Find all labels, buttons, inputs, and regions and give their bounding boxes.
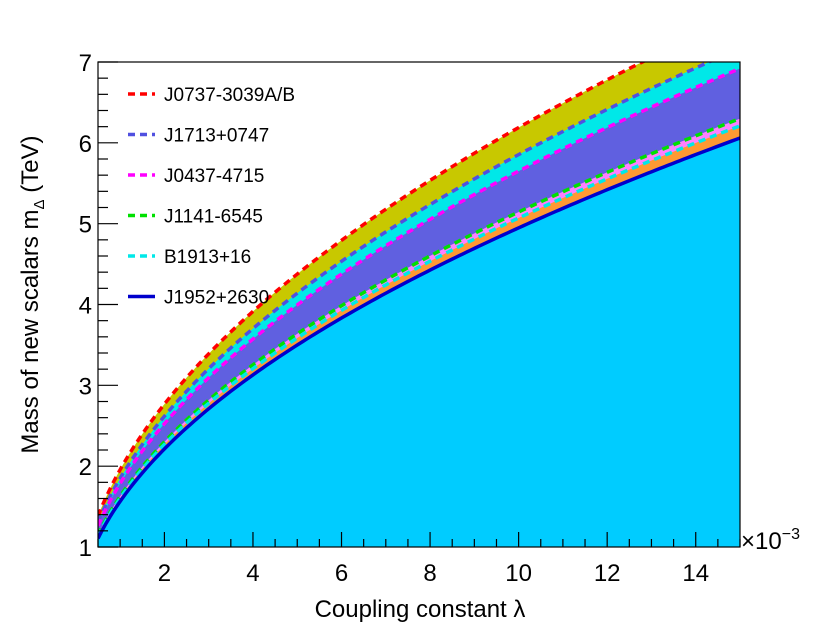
legend-label-j1141-6545: J1141-6545 <box>164 207 263 228</box>
legend: J0737-3039A/B J1713+0747 J0437-4715 J1141-6… <box>128 85 295 309</box>
series-curves <box>98 62 740 540</box>
x-tick-label: 10 <box>505 560 532 587</box>
y-tick-label: 6 <box>79 131 92 158</box>
series-line-j0437-4715 <box>98 66 740 527</box>
band-fills <box>98 62 740 547</box>
series-line-j1952-2630 <box>98 136 740 540</box>
y-axis-title: Mass of new scalars mΔ (TeV) <box>17 135 48 453</box>
x-tick-label: 4 <box>246 560 259 587</box>
y-axis-title-unit: (TeV) <box>17 135 44 199</box>
x-tick-label: 12 <box>594 560 621 587</box>
y-tick-label: 2 <box>79 454 92 481</box>
x-tick-label: 6 <box>335 560 348 587</box>
axis-ticks <box>97 61 741 548</box>
x-tick-label: 14 <box>682 560 709 587</box>
y-tick-label: 7 <box>79 50 92 77</box>
x-multiplier-exponent: −3 <box>782 526 800 543</box>
series-line-j0737-3039a-b <box>98 62 647 517</box>
y-tick-label: 1 <box>79 535 92 562</box>
y-axis-title-subscript: Δ <box>31 199 48 209</box>
series-line-j1713-0747 <box>98 62 714 523</box>
legend-label-j0737-3039a-b: J0737-3039A/B <box>164 85 295 106</box>
band-fill-j1952-2630 <box>98 137 740 547</box>
legend-label-b1913-16: B1913+16 <box>164 247 251 268</box>
y-axis-title-main: Mass of new scalars m <box>17 209 44 453</box>
y-tick-label: 5 <box>79 212 92 239</box>
x-multiplier-base: ×10 <box>741 528 782 555</box>
x-axis-multiplier: ×10−3 <box>741 526 800 555</box>
series-line-b1913-16 <box>98 124 740 537</box>
x-axis-title: Coupling constant λ <box>315 596 526 623</box>
legend-label-j0437-4715: J0437-4715 <box>164 166 264 187</box>
legend-label-j1713-0747: J1713+0747 <box>164 126 269 147</box>
x-tick-label: 8 <box>423 560 436 587</box>
y-tick-label: 4 <box>79 293 92 320</box>
series-line-j1141-6545 <box>98 116 740 536</box>
y-tick-label: 3 <box>79 373 92 400</box>
legend-label-j1952-2630: J1952+2630 <box>164 288 269 309</box>
x-tick-label: 2 <box>158 560 171 587</box>
